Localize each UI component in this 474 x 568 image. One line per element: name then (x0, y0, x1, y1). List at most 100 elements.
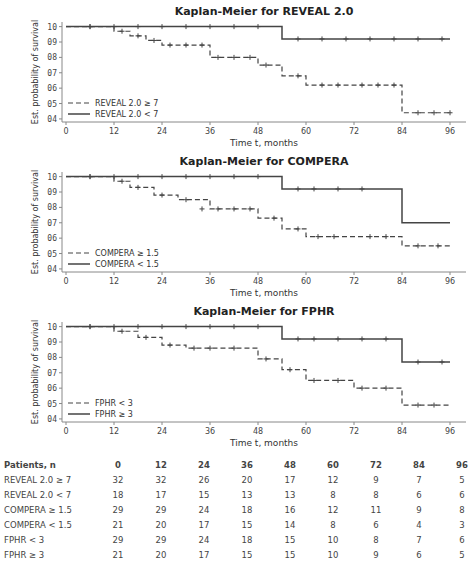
table-cell: 9 (373, 475, 378, 485)
table-cell: 18 (242, 535, 253, 545)
x-tick (450, 422, 451, 425)
censor-mark (136, 174, 141, 179)
x-tick-label: 24 (157, 127, 167, 136)
censor-mark (184, 197, 189, 202)
censor-mark (168, 43, 173, 48)
censor-mark (312, 186, 317, 191)
censor-mark (320, 83, 325, 88)
panel: Kaplan-Meier for COMPERA0405060708091001… (31, 155, 466, 298)
table-cell: 20 (242, 475, 253, 485)
x-axis-line (62, 422, 466, 423)
x-tick (450, 122, 451, 125)
table-cell: 8 (459, 505, 464, 515)
table-cell: 17 (285, 475, 296, 485)
censor-mark (316, 234, 321, 239)
survival-curve (66, 177, 450, 246)
censor-mark (232, 324, 237, 329)
survival-curve (66, 177, 450, 223)
censor-mark (232, 174, 237, 179)
table-cell: 13 (242, 490, 253, 500)
x-tick (114, 272, 115, 275)
censor-mark (88, 24, 93, 29)
censor-mark (136, 33, 141, 38)
x-axis-label: Time t, months (229, 138, 298, 148)
censor-mark (192, 346, 197, 351)
censor-mark (160, 324, 165, 329)
legend-swatch (68, 252, 90, 253)
y-tick-label: 08 (47, 53, 57, 62)
x-tick-label: 0 (63, 427, 68, 436)
censor-mark (336, 336, 341, 341)
table-cell: 29 (113, 505, 124, 515)
table-cell: 5 (459, 475, 464, 485)
x-tick-label: 12 (109, 427, 119, 436)
censor-mark (256, 24, 261, 29)
y-tick (59, 42, 62, 43)
x-tick (354, 272, 355, 275)
censor-mark (144, 335, 149, 340)
table-cell: 5 (459, 550, 464, 560)
legend-label: COMPERA ≥ 1.5 (95, 249, 159, 258)
censor-mark (120, 179, 125, 184)
censor-mark (344, 36, 349, 41)
table-column: 48 (284, 460, 296, 470)
censor-mark (296, 186, 301, 191)
censor-mark (416, 36, 421, 41)
x-tick (450, 272, 451, 275)
x-tick (162, 122, 163, 125)
table-cell: 9 (416, 505, 421, 515)
y-tick (59, 118, 62, 119)
table-row-label: FPHR ≥ 3 (4, 550, 44, 560)
table-cell: 4 (416, 520, 421, 530)
x-tick (354, 122, 355, 125)
censor-mark (416, 243, 421, 248)
table-cell: 24 (199, 505, 210, 515)
censor-mark (160, 193, 165, 198)
x-tick (402, 122, 403, 125)
x-axis-label: Time t, months (229, 438, 298, 448)
censor-mark (136, 185, 141, 190)
y-tick (59, 357, 62, 358)
plot-area (66, 324, 450, 407)
censor-mark (296, 226, 301, 231)
censor-mark (384, 234, 389, 239)
y-tick (59, 88, 62, 89)
x-tick (66, 272, 67, 275)
table-cell: 15 (285, 535, 296, 545)
censor-mark (360, 386, 365, 391)
y-tick (59, 403, 62, 404)
x-tick-label: 96 (445, 277, 455, 286)
chart-root: Kaplan-Meier for REVEAL 2.00405060708091… (0, 0, 474, 568)
table-row-label: COMPERA < 1.5 (4, 520, 72, 530)
x-tick-label: 0 (63, 277, 68, 286)
panel: Kaplan-Meier for REVEAL 2.00405060708091… (31, 5, 466, 148)
table-cell: 15 (242, 520, 253, 530)
censor-mark (440, 36, 445, 41)
y-tick-label: 05 (47, 250, 57, 259)
table-cell: 14 (285, 520, 296, 530)
legend: COMPERA ≥ 1.5COMPERA < 1.5 (68, 249, 159, 269)
table-cell: 32 (113, 475, 124, 485)
censor-mark (296, 36, 301, 41)
censor-mark (416, 110, 421, 115)
y-tick-label: 08 (47, 353, 57, 362)
x-tick (258, 272, 259, 275)
censor-mark (384, 386, 389, 391)
table-column: 24 (198, 460, 210, 470)
censor-mark (208, 174, 213, 179)
y-axis-line (62, 322, 63, 422)
table-cell: 16 (285, 505, 296, 515)
y-tick (59, 176, 62, 177)
y-tick (59, 388, 62, 389)
censor-mark (232, 206, 237, 211)
x-tick-label: 12 (109, 127, 119, 136)
x-tick (306, 122, 307, 125)
table-cell: 8 (373, 490, 378, 500)
censor-mark (448, 110, 453, 115)
y-tick (59, 238, 62, 239)
censor-mark (392, 83, 397, 88)
censor-mark (112, 174, 117, 179)
y-tick (59, 26, 62, 27)
y-tick-label: 04 (47, 265, 57, 274)
y-tick-label: 10 (47, 323, 57, 332)
